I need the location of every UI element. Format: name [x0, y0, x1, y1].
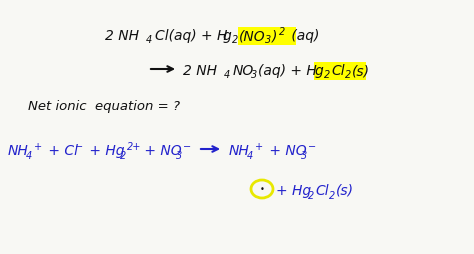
- Text: 2+: 2+: [127, 141, 141, 151]
- Text: +: +: [34, 141, 42, 151]
- Text: g: g: [223, 29, 232, 43]
- Text: 2 NH: 2 NH: [105, 29, 139, 43]
- Text: ): ): [272, 29, 277, 43]
- Text: 4: 4: [26, 150, 32, 160]
- Text: NH: NH: [229, 144, 250, 157]
- Text: 3: 3: [265, 35, 271, 45]
- Text: Cl: Cl: [331, 64, 345, 78]
- Text: NO: NO: [233, 64, 254, 78]
- Text: 2 NH: 2 NH: [183, 64, 217, 78]
- Text: (NO: (NO: [239, 29, 265, 43]
- Text: 2: 2: [308, 190, 314, 200]
- Text: −: −: [75, 141, 83, 151]
- Text: + Hg: + Hg: [85, 144, 125, 157]
- Bar: [314, 63, 366, 81]
- Text: + Hg: + Hg: [276, 183, 311, 197]
- Text: (s): (s): [336, 183, 354, 197]
- Text: 2: 2: [329, 190, 335, 200]
- Text: Net ionic  equation = ?: Net ionic equation = ?: [28, 100, 180, 113]
- Text: −: −: [183, 141, 191, 151]
- Text: Cl(aq) + H: Cl(aq) + H: [155, 29, 228, 43]
- Text: 2: 2: [279, 27, 285, 37]
- Text: (aq): (aq): [287, 29, 319, 43]
- Text: + NO: + NO: [265, 144, 307, 157]
- Text: 2: 2: [232, 35, 238, 45]
- Text: + Cl: + Cl: [44, 144, 78, 157]
- Text: (s): (s): [352, 64, 370, 78]
- Text: 4: 4: [146, 35, 152, 45]
- Bar: [238, 28, 296, 46]
- Text: g: g: [315, 64, 324, 78]
- Text: •: •: [260, 184, 264, 193]
- Text: 4: 4: [224, 70, 230, 80]
- Text: 2: 2: [120, 150, 126, 160]
- Text: + NO: + NO: [140, 144, 182, 157]
- Text: −: −: [308, 141, 316, 151]
- Text: NH: NH: [8, 144, 29, 157]
- Text: Cl: Cl: [315, 183, 328, 197]
- Text: 3: 3: [176, 150, 182, 160]
- Text: 2: 2: [345, 70, 351, 80]
- Text: 3: 3: [251, 70, 257, 80]
- Text: 4: 4: [247, 150, 253, 160]
- Text: 3: 3: [301, 150, 307, 160]
- Text: (aq) + H: (aq) + H: [258, 64, 317, 78]
- Text: 2: 2: [324, 70, 330, 80]
- Text: +: +: [255, 141, 263, 151]
